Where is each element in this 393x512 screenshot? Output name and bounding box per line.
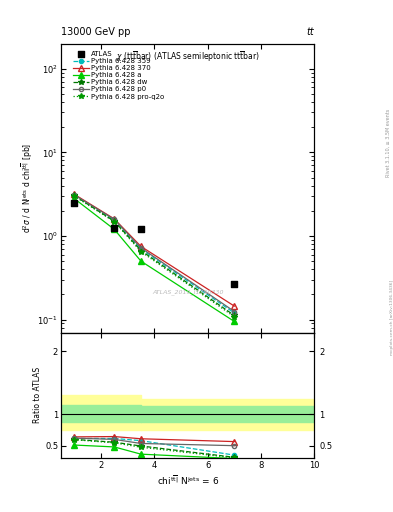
Line: Pythia 6.428 pro-q2o: Pythia 6.428 pro-q2o (72, 194, 237, 319)
Pythia 6.428 dw (72, 193, 77, 199)
Text: tt: tt (307, 27, 314, 37)
Pythia 6.428 dw (232, 312, 237, 318)
Line: Pythia 6.428 dw: Pythia 6.428 dw (72, 193, 237, 318)
Line: Pythia 6.428 p0: Pythia 6.428 p0 (72, 193, 237, 313)
Line: Pythia 6.428 a: Pythia 6.428 a (72, 196, 237, 324)
Pythia 6.428 pro-q2o (72, 193, 77, 199)
Text: mcplots.cern.ch [arXiv:1306.3436]: mcplots.cern.ch [arXiv:1306.3436] (390, 280, 393, 355)
Y-axis label: d$^2\sigma$ / d N$^{\mathregular{jets}}$ d chi$^{\mathregular{t\overline{t}|}}$ : d$^2\sigma$ / d N$^{\mathregular{jets}}$… (19, 143, 35, 233)
Pythia 6.428 370 (139, 243, 143, 249)
ATLAS (138, 225, 144, 233)
Pythia 6.428 359 (139, 246, 143, 252)
Pythia 6.428 p0 (72, 192, 77, 198)
Legend: ATLAS, Pythia 6.428 359, Pythia 6.428 370, Pythia 6.428 a, Pythia 6.428 dw, Pyth: ATLAS, Pythia 6.428 359, Pythia 6.428 37… (72, 50, 166, 101)
Pythia 6.428 p0 (139, 245, 143, 251)
Line: Pythia 6.428 359: Pythia 6.428 359 (72, 194, 237, 315)
Pythia 6.428 dw (112, 218, 117, 224)
Pythia 6.428 pro-q2o (112, 219, 117, 225)
Pythia 6.428 359 (112, 217, 117, 223)
Pythia 6.428 a (112, 226, 117, 232)
Pythia 6.428 370 (232, 303, 237, 309)
Text: $\chi$ (tt$\overline{\rm t}$bar) (ATLAS semileptonic tt$\overline{\rm t}$bar): $\chi$ (tt$\overline{\rm t}$bar) (ATLAS … (116, 49, 260, 64)
Pythia 6.428 p0 (112, 216, 117, 222)
Pythia 6.428 370 (72, 191, 77, 197)
ATLAS (111, 224, 118, 232)
Text: 13000 GeV pp: 13000 GeV pp (61, 27, 130, 37)
X-axis label: chi$^{\mathregular{t\overline{t}|}}$ N$^{\mathregular{jets}}$ = 6: chi$^{\mathregular{t\overline{t}|}}$ N$^… (156, 473, 219, 487)
Pythia 6.428 pro-q2o (139, 248, 143, 254)
Text: Rivet 3.1.10, ≥ 3.5M events: Rivet 3.1.10, ≥ 3.5M events (386, 109, 391, 178)
Pythia 6.428 359 (232, 310, 237, 316)
Y-axis label: Ratio to ATLAS: Ratio to ATLAS (33, 367, 42, 423)
Pythia 6.428 370 (112, 216, 117, 222)
Pythia 6.428 a (139, 258, 143, 264)
ATLAS (71, 199, 77, 207)
Pythia 6.428 a (72, 196, 77, 202)
Pythia 6.428 pro-q2o (232, 314, 237, 320)
Pythia 6.428 a (232, 318, 237, 325)
Pythia 6.428 359 (72, 193, 77, 199)
ATLAS (231, 280, 237, 288)
Pythia 6.428 p0 (232, 308, 237, 314)
Text: ATLAS_2019_I1750330: ATLAS_2019_I1750330 (152, 289, 223, 295)
Line: Pythia 6.428 370: Pythia 6.428 370 (72, 191, 237, 309)
Pythia 6.428 dw (139, 247, 143, 253)
